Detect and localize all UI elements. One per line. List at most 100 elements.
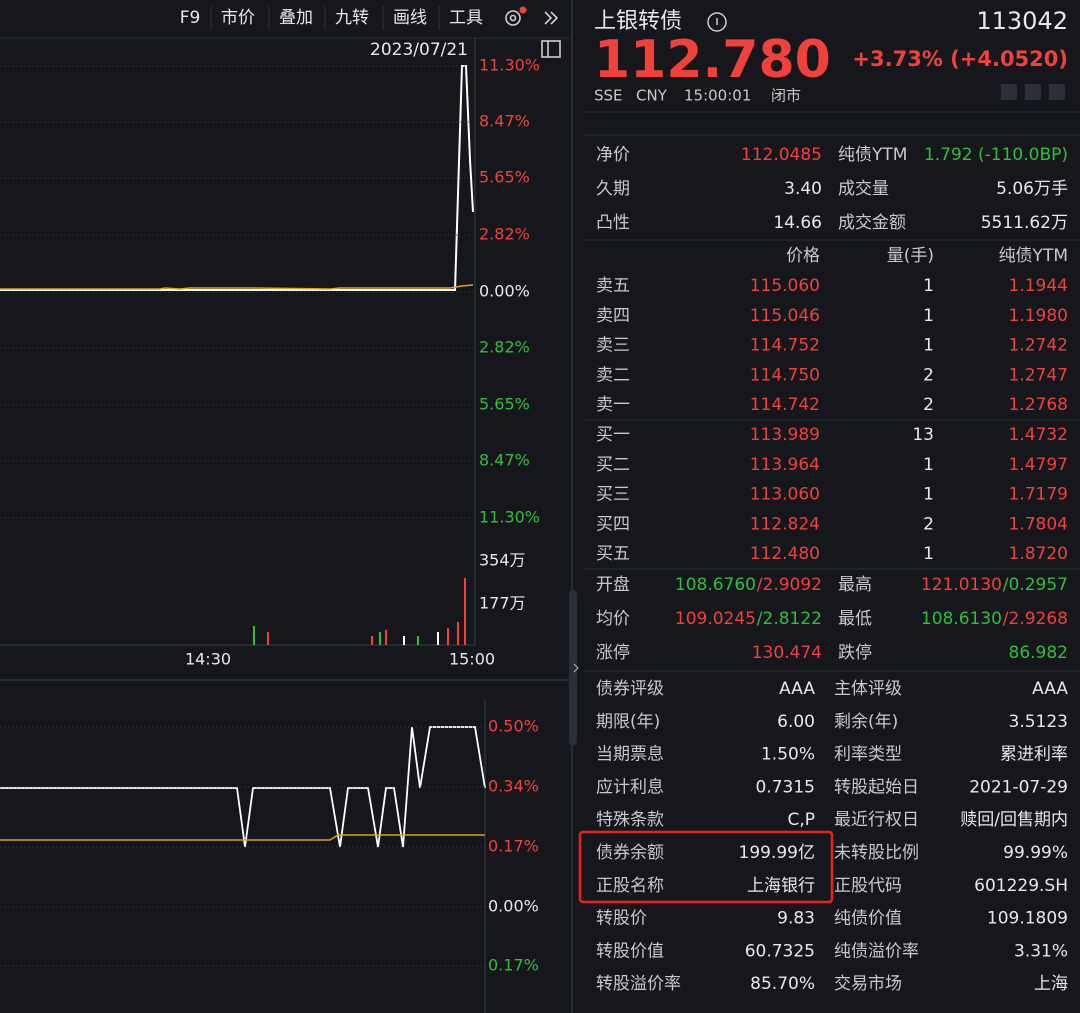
- order-quantity: 2: [923, 395, 934, 415]
- info-value: 上海: [1034, 974, 1068, 994]
- info-value: AAA: [1032, 679, 1068, 699]
- info-label: 未转股比例: [834, 843, 919, 863]
- order-level: 卖五: [596, 276, 630, 296]
- info-label: 应计利息: [596, 777, 664, 797]
- info-label: 正股代码: [834, 876, 902, 896]
- order-book-header: 价格: [786, 246, 820, 266]
- average-line: [0, 284, 474, 290]
- info-label: 纯债溢价率: [834, 941, 919, 961]
- order-price: 112.480: [750, 544, 820, 564]
- order-ytm: 1.1980: [1009, 306, 1068, 326]
- premium-axis-label: 0.00%: [488, 897, 539, 916]
- toolbar-button[interactable]: F9: [180, 8, 201, 28]
- price-axis-label: 5.65%: [479, 168, 530, 187]
- order-quantity: 2: [923, 514, 934, 534]
- summary-ytm: /2.9268: [1003, 609, 1068, 629]
- toolbar-button[interactable]: 工具: [449, 8, 483, 28]
- info-label: 剩余(年): [834, 712, 898, 732]
- time-axis-label: 15:00: [449, 650, 495, 669]
- order-ytm: 1.2747: [1009, 365, 1068, 385]
- order-quantity: 1: [923, 544, 934, 564]
- info-label: 转股溢价率: [596, 974, 681, 994]
- volume-bars: [253, 578, 466, 645]
- info-value: 99.99%: [1003, 843, 1068, 863]
- bond-name: 上银转债: [594, 9, 682, 34]
- stat-label: 成交金额: [838, 213, 906, 233]
- order-quantity: 1: [923, 306, 934, 326]
- info-value: C,P: [787, 810, 815, 830]
- info-label: 特殊条款: [596, 810, 664, 830]
- toolbar-button[interactable]: 九转: [335, 8, 369, 28]
- info-label: 转股起始日: [834, 777, 919, 797]
- quote-meta: 闭市: [771, 87, 801, 105]
- price-axis-label: 11.30%: [479, 56, 540, 75]
- price-axis-label: 8.47%: [479, 112, 530, 131]
- order-ytm: 1.8720: [1009, 544, 1068, 564]
- stat-value: 112.0485: [741, 145, 822, 165]
- order-price: 113.060: [750, 485, 820, 505]
- info-label: 交易市场: [834, 974, 902, 994]
- order-price: 114.750: [750, 365, 820, 385]
- order-level: 买二: [596, 455, 630, 475]
- stat-label: 净价: [596, 145, 630, 165]
- order-quantity: 1: [923, 336, 934, 356]
- info-label: 转股价: [596, 909, 647, 929]
- info-value: 109.1809: [987, 909, 1068, 929]
- order-book-header: 量(手): [887, 246, 934, 266]
- info-label: 主体评级: [834, 679, 902, 699]
- info-value: 累进利率: [1000, 745, 1068, 765]
- order-level: 卖三: [596, 336, 630, 356]
- last-price: 112.780: [594, 30, 831, 90]
- order-book-header: 纯债YTM: [999, 246, 1068, 266]
- stat-label: 成交量: [838, 179, 889, 199]
- order-ytm: 1.4732: [1009, 425, 1068, 445]
- summary-value: 86.982: [1009, 643, 1068, 663]
- price-axis-label: 5.65%: [479, 395, 530, 414]
- premium-axis-label: 0.17%: [488, 837, 539, 856]
- summary-ytm: /2.9092: [757, 575, 822, 595]
- highlight-box: [578, 830, 834, 904]
- price-axis-label: 11.30%: [479, 508, 540, 527]
- toolbar-icons[interactable]: [505, 10, 561, 58]
- summary-value: 108.6760: [675, 575, 756, 595]
- summary-label: 跌停: [838, 643, 872, 663]
- info-icon[interactable]: [707, 12, 727, 32]
- splitter-handle[interactable]: [569, 590, 577, 745]
- order-price: 115.046: [750, 306, 820, 326]
- order-level: 卖二: [596, 365, 630, 385]
- volume-axis-label: 354万: [479, 551, 526, 570]
- bond-code: 113042: [976, 7, 1068, 35]
- premium-axis-label: 0.17%: [488, 956, 539, 975]
- expand-icon[interactable]: [573, 663, 579, 673]
- info-value: 3.31%: [1014, 941, 1068, 961]
- order-ytm: 1.2768: [1009, 395, 1068, 415]
- summary-label: 最低: [838, 609, 872, 629]
- toolbar-button[interactable]: 叠加: [279, 8, 313, 28]
- quote-meta: SSE: [594, 87, 623, 105]
- info-value: 3.5123: [1009, 712, 1068, 732]
- stat-label: 久期: [596, 179, 630, 199]
- stat-value: 1.792 (-110.0BP): [924, 145, 1068, 165]
- toolbar-button[interactable]: 画线: [393, 8, 427, 28]
- info-value: 上海银行: [747, 876, 815, 896]
- info-value: 601229.SH: [974, 876, 1068, 896]
- order-price: 113.989: [750, 425, 820, 445]
- toolbar-button[interactable]: 市价: [221, 8, 255, 28]
- price-axis-label: 2.82%: [479, 338, 530, 357]
- order-level: 卖一: [596, 395, 630, 415]
- order-level: 买四: [596, 514, 630, 534]
- order-price: 114.742: [750, 395, 820, 415]
- summary-ytm: /0.2957: [1003, 575, 1068, 595]
- order-ytm: 1.4797: [1009, 455, 1068, 475]
- info-value: AAA: [779, 679, 815, 699]
- stat-value: 5.06万手: [996, 179, 1068, 199]
- order-ytm: 1.7179: [1009, 485, 1068, 505]
- info-label: 转股价值: [596, 941, 664, 961]
- summary-label: 均价: [596, 609, 630, 629]
- action-icons[interactable]: [1001, 84, 1065, 100]
- info-value: 6.00: [777, 712, 815, 732]
- price-axis-label: 0.00%: [479, 282, 530, 301]
- order-level: 买一: [596, 425, 630, 445]
